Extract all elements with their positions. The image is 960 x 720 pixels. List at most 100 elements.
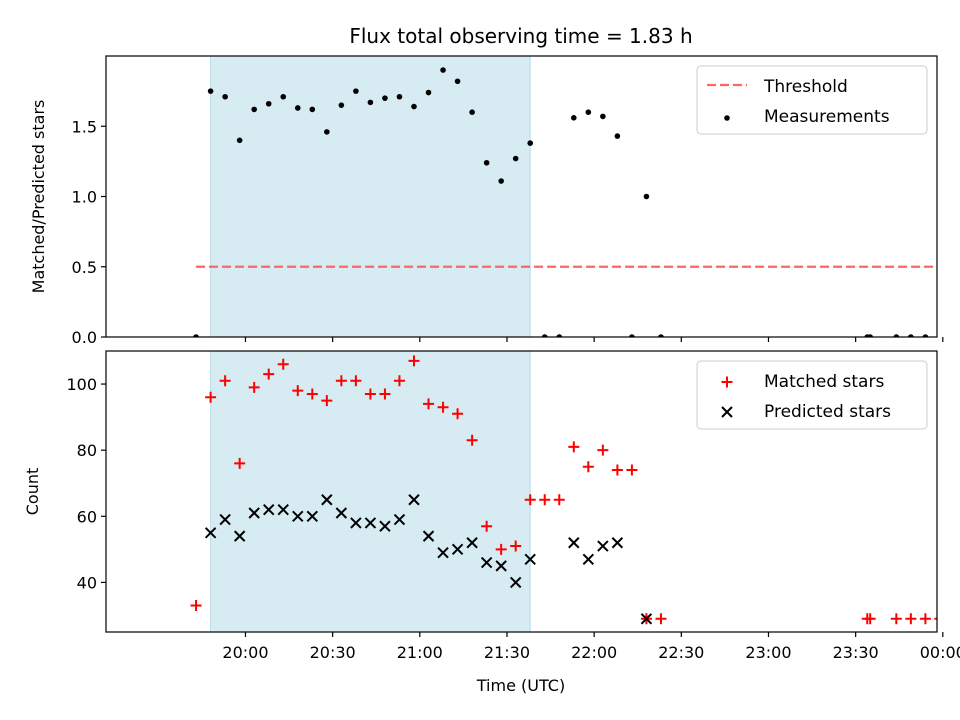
predicted-stars-point (263, 503, 275, 516)
predicted-stars-point (321, 494, 333, 506)
series-matched-stars (190, 355, 960, 625)
matched-stars-point (582, 461, 594, 473)
predicted-stars-point (233, 530, 246, 542)
legend-box (696, 65, 928, 135)
matched-stars-point (393, 375, 405, 387)
x-tick-label: 22:30 (658, 643, 704, 662)
matched-stars-point (597, 444, 609, 456)
predicted-stars-point (335, 507, 348, 519)
observing-window-span (210, 56, 531, 337)
legend: Matched stars Predicted stars (696, 360, 928, 430)
measurement-point (585, 109, 592, 115)
x-axis-label: Time (UTC) (476, 676, 565, 695)
x-tick-label: 23:30 (833, 643, 879, 662)
matched-stars-point (568, 441, 580, 453)
measurement-point (922, 334, 929, 337)
matched-stars-point (466, 434, 478, 446)
matched-stars-point (919, 613, 931, 625)
matched-stars-point (864, 613, 876, 625)
matched-stars-point (190, 600, 202, 612)
predicted-stars-point (582, 553, 595, 565)
measurement-point (556, 334, 563, 337)
measurement-point (600, 113, 606, 120)
measurement-point (867, 334, 873, 337)
predicted-stars-point (597, 540, 609, 552)
legend-box (696, 360, 928, 430)
matched-stars-point (510, 540, 522, 552)
matched-stars-point (335, 375, 347, 387)
predicted-stars-point (611, 537, 624, 549)
matched-stars-point (905, 613, 917, 625)
measurement-point (498, 178, 504, 184)
legend-predicted-swatch (721, 406, 733, 418)
measurement-point (338, 102, 345, 108)
predicted-stars-point (219, 513, 231, 526)
legend-matched-swatch (721, 376, 733, 388)
measurement-point (309, 106, 316, 113)
measurement-point (265, 100, 272, 107)
legend-label: Measurements (764, 107, 890, 127)
matched-stars-point (306, 388, 318, 400)
matched-stars-point (949, 613, 960, 624)
matched-stars-point (655, 613, 667, 625)
measurement-point (893, 334, 900, 337)
predicted-stars-point (524, 553, 536, 565)
measurement-point (643, 193, 650, 200)
count-data-layer (190, 351, 960, 632)
ratio-panel: 0.0 0.5 1.0 1.5 Matched/Predicted stars Thres… (29, 55, 944, 347)
predicted-stars-point (408, 494, 420, 506)
measurement-point (440, 67, 446, 73)
matched-stars-point (205, 391, 217, 403)
predicted-stars-point (451, 543, 464, 556)
predicted-stars-point (248, 507, 260, 519)
measurement-point (396, 93, 403, 100)
y-tick-label: 60 (77, 507, 97, 526)
measurement-point (483, 159, 490, 166)
measurement-point (353, 88, 359, 94)
measurement-point (207, 88, 214, 94)
matched-stars-point (524, 494, 536, 506)
matched-stars-point (292, 385, 304, 397)
measurement-point (367, 99, 374, 106)
count-panel: 40 60 80 100 20:00 20:30 21:00 21:30 22:00 22:30 2… (23, 350, 960, 662)
x-tick-label: 23:00 (745, 643, 791, 662)
matched-stars-point (890, 613, 902, 625)
matched-stars-point (219, 375, 231, 387)
matched-stars-point (248, 381, 260, 393)
measurement-point (454, 78, 461, 85)
predicted-stars-point (568, 537, 580, 549)
matched-stars-point (408, 355, 420, 367)
predicted-stars-point (640, 613, 653, 625)
y-axis-label: Count (23, 468, 42, 516)
count-axes-frame (105, 350, 938, 633)
measurement-point (541, 334, 548, 337)
y-tick-label: 40 (77, 573, 97, 592)
legend-label: Matched stars (764, 372, 884, 392)
measurement-point (629, 334, 635, 337)
series-predicted-stars (204, 494, 653, 625)
x-tick-label: 00:00 (920, 643, 960, 662)
predicted-stars-point (437, 546, 449, 559)
measurement-point (251, 106, 257, 113)
matched-stars-point (626, 464, 638, 476)
matched-stars-point (364, 388, 376, 400)
measurement-point (425, 89, 432, 96)
x-tick-label: 21:00 (397, 643, 443, 662)
x-tick-label: 20:30 (310, 643, 356, 662)
legend-label: Predicted stars (764, 402, 891, 422)
matched-stars-point (423, 398, 435, 410)
legend-measurement-swatch (724, 115, 730, 121)
predicted-stars-point (480, 556, 493, 569)
matched-stars-point (350, 375, 362, 387)
predicted-stars-point (292, 510, 304, 523)
measurement-point (527, 140, 534, 146)
measurement-point (614, 133, 621, 139)
predicted-stars-point (495, 560, 507, 572)
measurement-point (658, 334, 664, 337)
y-tick-label: 0.0 (72, 328, 97, 347)
matched-stars-point (263, 368, 275, 380)
predicted-stars-point (350, 517, 362, 529)
series-measurements (193, 67, 929, 337)
matched-stars-point (611, 464, 623, 476)
